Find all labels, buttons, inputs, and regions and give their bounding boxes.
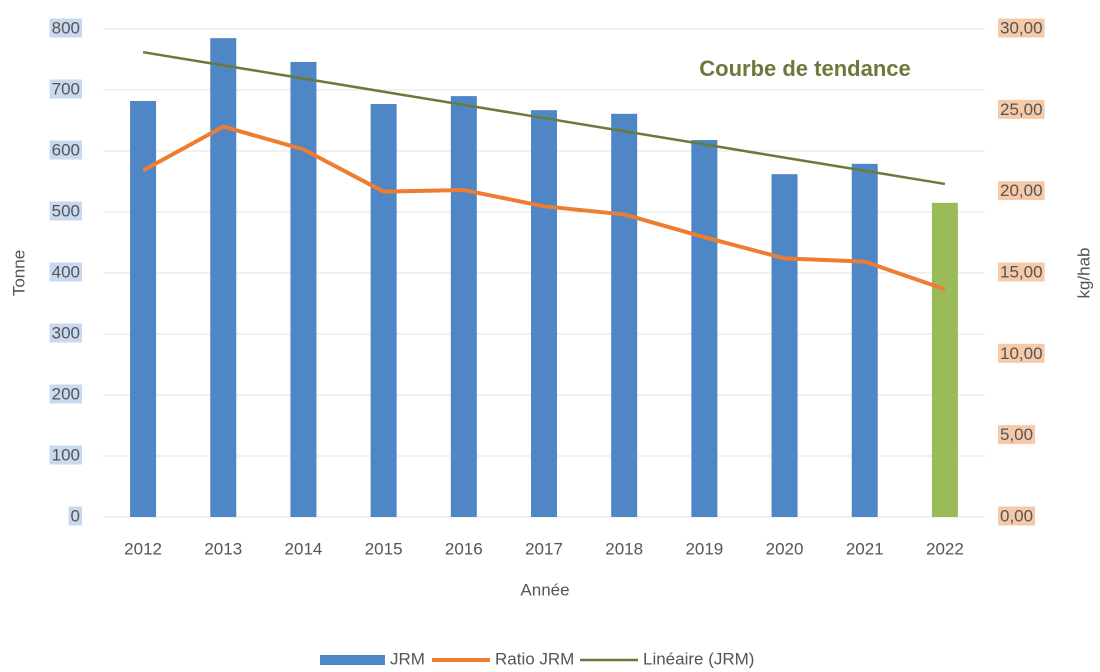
tick-highlight <box>998 262 1045 282</box>
bar <box>691 140 718 517</box>
tick-highlight <box>49 201 82 221</box>
tick-highlight <box>49 262 82 282</box>
x-tick-label: 2021 <box>846 539 884 558</box>
y-tick-label: 700 <box>52 79 80 98</box>
y-tick-label: 200 <box>52 384 80 403</box>
x-tick-label: 2016 <box>445 539 483 558</box>
y-tick-label: 100 <box>52 445 80 464</box>
y2-tick-label: 25,00 <box>1000 100 1043 119</box>
bar <box>450 96 477 517</box>
y2-tick-label: 30,00 <box>1000 18 1043 37</box>
tick-highlight <box>49 323 82 343</box>
line <box>142 50 946 186</box>
y-tick-label: 800 <box>52 18 80 37</box>
x-tick-label: 2018 <box>605 539 643 558</box>
bar <box>611 113 638 517</box>
x-tick-label: 2019 <box>685 539 723 558</box>
bar <box>290 61 317 517</box>
y-tick-label: 600 <box>52 140 80 159</box>
tick-highlight <box>998 343 1045 363</box>
tick-highlight <box>998 181 1045 201</box>
legend-label: Ratio JRM <box>495 649 574 668</box>
annotation: Courbe de tendance <box>699 56 910 81</box>
y2-axis-title: kg/hab <box>1074 247 1093 298</box>
y2-tick-label: 20,00 <box>1000 181 1043 200</box>
bar <box>851 163 878 517</box>
bar <box>210 38 237 518</box>
tick-highlight <box>68 506 82 526</box>
y-axis-title: Tonne <box>9 250 28 296</box>
y-tick-label: 300 <box>52 323 80 342</box>
tick-highlight <box>998 425 1036 445</box>
x-tick-label: 2017 <box>525 539 563 558</box>
y2-tick-label: 10,00 <box>1000 344 1043 363</box>
y-tick-label: 500 <box>52 201 80 220</box>
x-tick-label: 2015 <box>365 539 403 558</box>
bar <box>931 202 958 517</box>
x-tick-label: 2020 <box>766 539 804 558</box>
tick-highlight <box>49 140 82 160</box>
legend-label: Linéaire (JRM) <box>643 649 754 668</box>
tick-highlight <box>49 384 82 404</box>
y2-tick-label: 15,00 <box>1000 262 1043 281</box>
y2-tick-label: 5,00 <box>1000 425 1033 444</box>
tick-highlight <box>49 445 82 465</box>
y-tick-label: 0 <box>71 506 80 525</box>
bar <box>370 104 397 517</box>
tick-highlight <box>998 18 1045 38</box>
x-tick-label: 2012 <box>124 539 162 558</box>
bar <box>531 110 557 517</box>
bar <box>771 174 798 517</box>
line <box>142 124 946 292</box>
legend-label: JRM <box>390 649 425 668</box>
x-tick-label: 2014 <box>285 539 323 558</box>
x-tick-label: 2013 <box>204 539 242 558</box>
y-tick-label: 400 <box>52 262 80 281</box>
tick-highlight <box>49 18 82 38</box>
legend-swatch <box>320 655 385 665</box>
tick-highlight <box>998 99 1045 119</box>
x-tick-label: 2022 <box>926 539 964 558</box>
x-axis-title: Année <box>520 580 569 599</box>
tick-highlight <box>998 506 1036 526</box>
y2-tick-label: 0,00 <box>1000 506 1033 525</box>
tick-highlight <box>49 79 82 99</box>
